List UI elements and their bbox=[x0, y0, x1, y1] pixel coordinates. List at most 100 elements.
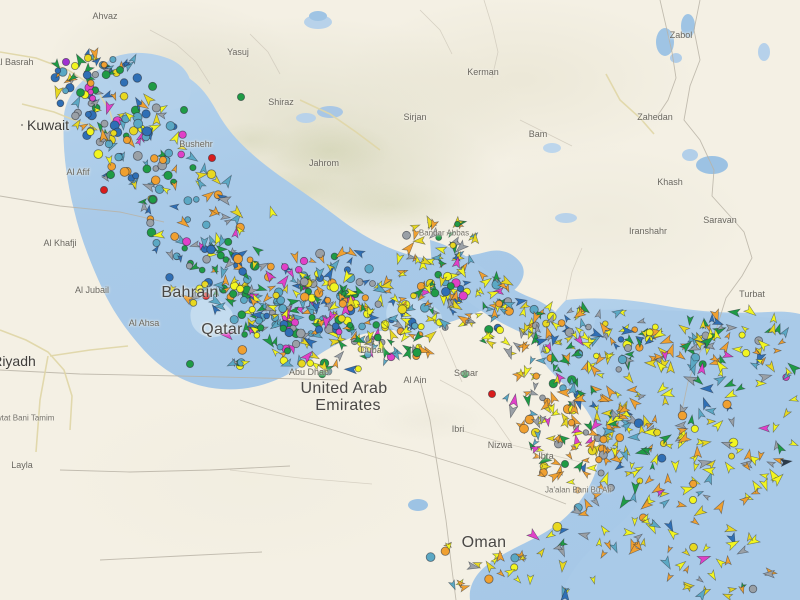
vessel-marker-underway[interactable] bbox=[383, 288, 393, 294]
vessel-marker-moored[interactable] bbox=[178, 130, 187, 139]
vessel-marker-underway[interactable] bbox=[359, 302, 367, 313]
vessel-marker-underway[interactable] bbox=[223, 218, 233, 226]
vessel-marker-underway[interactable] bbox=[229, 204, 246, 221]
vessel-marker-underway[interactable] bbox=[310, 360, 322, 371]
vessel-marker-underway[interactable] bbox=[398, 324, 413, 337]
vessel-marker-moored[interactable] bbox=[364, 264, 374, 274]
vessel-marker-underway[interactable] bbox=[242, 320, 251, 333]
vessel-marker-moored[interactable] bbox=[456, 284, 465, 293]
vessel-marker-underway[interactable] bbox=[345, 246, 358, 258]
vessel-marker-underway[interactable] bbox=[315, 317, 328, 329]
vessel-marker-underway[interactable] bbox=[340, 268, 355, 285]
vessel-marker-moored[interactable] bbox=[236, 284, 245, 293]
vessel-marker-moored[interactable] bbox=[239, 296, 248, 304]
vessel-marker-underway[interactable] bbox=[304, 300, 319, 314]
vessel-marker-underway[interactable] bbox=[52, 84, 64, 100]
vessel-marker-underway[interactable] bbox=[93, 106, 103, 113]
vessel-marker-underway[interactable] bbox=[151, 229, 166, 239]
vessel-marker-underway[interactable] bbox=[140, 200, 149, 213]
vessel-marker-underway[interactable] bbox=[270, 336, 279, 347]
vessel-marker-moored[interactable] bbox=[308, 313, 316, 321]
vessel-marker-underway[interactable] bbox=[456, 313, 471, 326]
vessel-marker-underway[interactable] bbox=[222, 285, 231, 294]
vessel-marker-underway[interactable] bbox=[78, 121, 89, 132]
vessel-marker-underway[interactable] bbox=[311, 300, 321, 315]
vessel-marker-moored[interactable] bbox=[110, 129, 118, 137]
vessel-marker-underway[interactable] bbox=[353, 284, 365, 298]
vessel-marker-moored[interactable] bbox=[263, 312, 271, 320]
vessel-marker-underway[interactable] bbox=[211, 174, 223, 187]
vessel-marker-moored[interactable] bbox=[146, 227, 157, 238]
vessel-marker-underway[interactable] bbox=[121, 60, 131, 69]
vessel-marker-moored[interactable] bbox=[373, 333, 382, 342]
vessel-marker-moored[interactable] bbox=[299, 256, 309, 266]
vessel-marker-underway[interactable] bbox=[231, 227, 240, 239]
vessel-marker-moored[interactable] bbox=[114, 152, 123, 162]
vessel-marker-underway[interactable] bbox=[418, 257, 428, 271]
vessel-marker-underway[interactable] bbox=[312, 294, 323, 305]
vessel-marker-underway[interactable] bbox=[201, 188, 216, 203]
vessel-marker-underway[interactable] bbox=[207, 293, 225, 309]
vessel-marker-moored[interactable] bbox=[172, 252, 181, 261]
vessel-marker-underway[interactable] bbox=[427, 226, 442, 241]
vessel-marker-underway[interactable] bbox=[451, 255, 462, 270]
vessel-marker-underway[interactable] bbox=[263, 268, 277, 284]
vessel-marker-moored[interactable] bbox=[276, 343, 284, 351]
vessel-marker-underway[interactable] bbox=[270, 312, 280, 320]
vessel-marker-moored[interactable] bbox=[62, 87, 69, 95]
vessel-marker-underway[interactable] bbox=[220, 173, 235, 189]
vessel-marker-underway[interactable] bbox=[261, 333, 277, 349]
vessel-marker-underway[interactable] bbox=[195, 177, 207, 191]
vessel-marker-moored[interactable] bbox=[276, 296, 286, 305]
vessel-marker-underway[interactable] bbox=[351, 333, 366, 347]
vessel-marker-underway[interactable] bbox=[405, 252, 417, 262]
vessel-marker-underway[interactable] bbox=[176, 215, 191, 230]
vessel-marker-moored[interactable] bbox=[412, 347, 422, 358]
vessel-marker-underway[interactable] bbox=[222, 257, 236, 271]
vessel-marker-underway[interactable] bbox=[367, 313, 380, 322]
vessel-marker-underway[interactable] bbox=[200, 236, 209, 250]
vessel-marker-underway[interactable] bbox=[379, 345, 392, 360]
vessel-marker-underway[interactable] bbox=[248, 295, 260, 308]
vessel-marker-underway[interactable] bbox=[89, 47, 100, 62]
vessel-marker-underway[interactable] bbox=[474, 311, 484, 319]
vessel-marker-moored[interactable] bbox=[163, 170, 173, 180]
vessel-marker-underway[interactable] bbox=[169, 130, 183, 146]
vessel-marker-underway[interactable] bbox=[105, 154, 114, 167]
vessel-marker-underway[interactable] bbox=[136, 99, 151, 112]
vessel-marker-moored[interactable] bbox=[165, 121, 176, 131]
vessel-marker-moored[interactable] bbox=[56, 99, 65, 108]
vessel-marker-underway[interactable] bbox=[344, 287, 359, 297]
vessel-marker-underway[interactable] bbox=[215, 245, 229, 254]
vessel-marker-moored[interactable] bbox=[148, 81, 158, 91]
vessel-marker-underway[interactable] bbox=[229, 211, 244, 226]
vessel-marker-moored[interactable] bbox=[280, 263, 289, 271]
vessel-marker-moored[interactable] bbox=[449, 241, 457, 249]
vessel-marker-underway[interactable] bbox=[499, 274, 515, 289]
vessel-marker-underway[interactable] bbox=[199, 162, 208, 175]
vessel-marker-underway[interactable] bbox=[219, 330, 234, 341]
vessel-marker-moored[interactable] bbox=[189, 164, 197, 172]
vessel-marker-underway[interactable] bbox=[291, 283, 302, 290]
vessel-marker-moored[interactable] bbox=[101, 70, 111, 80]
vessel-marker-moored[interactable] bbox=[354, 365, 362, 373]
vessel-marker-underway[interactable] bbox=[470, 231, 480, 245]
vessel-marker-underway[interactable] bbox=[439, 293, 448, 307]
vessel-marker-underway[interactable] bbox=[298, 336, 311, 348]
vessel-marker-underway[interactable] bbox=[325, 309, 338, 324]
vessel-marker-moored[interactable] bbox=[165, 273, 174, 282]
vessel-marker-underway[interactable] bbox=[418, 255, 433, 268]
vessel-marker-moored[interactable] bbox=[299, 277, 309, 287]
vessel-marker-underway[interactable] bbox=[333, 245, 349, 261]
vessel-marker-underway[interactable] bbox=[161, 185, 172, 195]
vessel-marker-underway[interactable] bbox=[311, 330, 324, 339]
vessel-marker-underway[interactable] bbox=[366, 330, 375, 342]
vessel-marker-moored[interactable] bbox=[132, 73, 143, 83]
vessel-marker-underway[interactable] bbox=[323, 299, 335, 312]
vessel-marker-underway[interactable] bbox=[414, 254, 422, 265]
vessel-marker-moored[interactable] bbox=[454, 220, 461, 228]
vessel-marker-moored[interactable] bbox=[132, 172, 140, 180]
vessel-marker-underway[interactable] bbox=[364, 341, 375, 348]
vessel-marker-underway[interactable] bbox=[449, 292, 456, 302]
